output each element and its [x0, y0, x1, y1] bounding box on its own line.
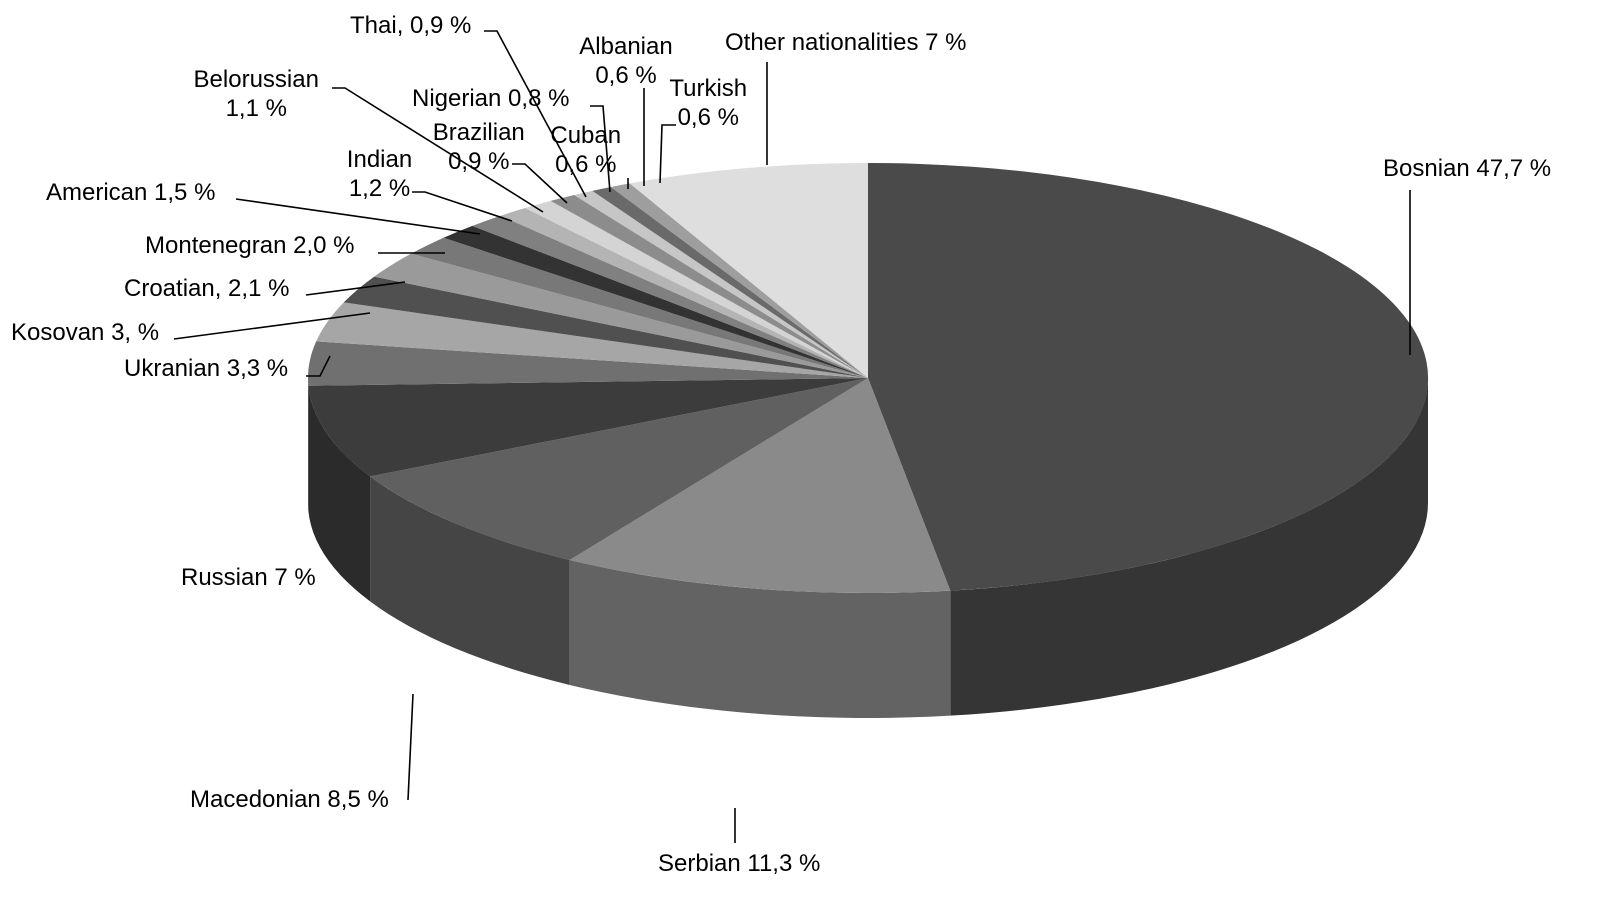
label-bosnian: Bosnian 47,7 %	[1383, 155, 1551, 182]
leader-brazilian	[512, 163, 568, 204]
label-russian: Russian 7 %	[181, 564, 316, 591]
label-brazilian: Brazilian 0,9 %	[433, 119, 525, 175]
leader-lines	[173, 30, 1411, 843]
label-croatian: Croatian, 2,1 %	[124, 275, 289, 302]
leader-macedonian	[407, 693, 414, 801]
slice-turkish	[610, 183, 868, 378]
label-albanian: Albanian 0,6 %	[579, 33, 672, 89]
leader-ukranian	[306, 355, 331, 377]
label-ukranian: Ukranian 3,3 %	[124, 355, 288, 382]
label-cuban: Cuban 0,6 %	[550, 122, 621, 178]
slice-indian	[443, 225, 868, 378]
slice-albanian	[592, 187, 868, 378]
slice-side-macedonian	[370, 476, 570, 685]
slice-bosnian	[868, 163, 1429, 591]
slice-belorussian	[472, 215, 868, 378]
leader-american	[235, 198, 481, 235]
slice-other-nationalities	[629, 163, 868, 378]
slice-croatian	[343, 276, 868, 378]
slice-macedonian	[370, 378, 868, 560]
leader-thai	[484, 30, 587, 198]
slice-kosovan	[316, 302, 868, 378]
slice-side-serbian	[569, 559, 951, 718]
slice-cuban	[574, 190, 868, 378]
slice-thai	[525, 200, 868, 378]
slice-side-bosnian	[950, 378, 1428, 716]
pie-sides	[308, 378, 1428, 718]
label-turkish: Turkish 0,6 %	[669, 75, 747, 131]
label-serbian: Serbian 11,3 %	[658, 850, 820, 877]
pie-slices	[307, 163, 1429, 594]
label-belorussian: Belorussian 1,1 %	[194, 66, 319, 122]
slice-nigerian	[550, 194, 868, 378]
label-kosovan: Kosovan 3, %	[11, 319, 159, 346]
label-thai: Thai, 0,9 %	[350, 12, 471, 39]
slice-serbian	[569, 378, 951, 594]
leader-turkish	[659, 124, 676, 184]
leader-nigerian	[590, 105, 611, 193]
slice-brazilian	[500, 208, 868, 378]
slice-montenegran	[374, 253, 868, 378]
leader-belorussian	[332, 87, 544, 213]
slice-labels: Bosnian 47,7 % Serbian 11,3 % Macedonian 8…	[11, 12, 1551, 877]
leader-kosovan	[173, 312, 371, 340]
leader-croatian	[305, 281, 406, 296]
slice-side-russian	[308, 385, 371, 602]
slice-ukranian	[307, 341, 868, 386]
label-other-nationalities: Other nationalities 7 %	[725, 29, 966, 56]
slice-russian	[308, 378, 868, 477]
label-macedonian: Macedonian 8,5 %	[190, 786, 389, 813]
label-montenegran: Montenegran 2,0 %	[145, 232, 354, 259]
label-nigerian: Nigerian 0,8 %	[412, 85, 569, 112]
label-american: American 1,5 %	[46, 179, 215, 206]
label-indian: Indian 1,2 %	[347, 146, 412, 202]
leader-indian	[412, 191, 513, 222]
slice-american	[411, 237, 868, 378]
